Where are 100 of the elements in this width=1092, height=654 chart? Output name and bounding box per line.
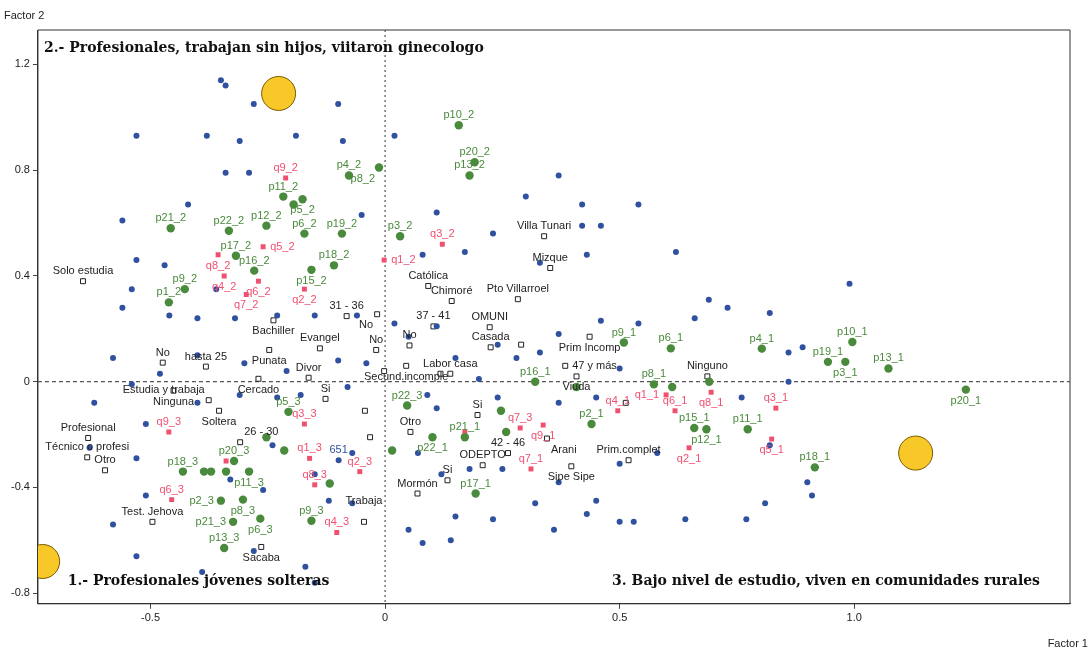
annotation: q4_1 — [605, 393, 631, 406]
annotation: p9_2 — [172, 272, 198, 285]
point — [374, 311, 381, 318]
y-axis-title: Factor 2 — [4, 9, 45, 22]
annotation: hasta 25 — [184, 349, 227, 362]
y-tick-label: -0.8 — [10, 586, 30, 599]
annotation: Soltera — [201, 414, 238, 427]
point — [486, 324, 493, 331]
point — [216, 407, 223, 414]
point — [334, 529, 340, 535]
annotation: Bachiller — [252, 324, 295, 337]
annotation: q3_1 — [763, 391, 789, 404]
x-tick-label: 0.5 — [612, 611, 628, 624]
annotation: p3_2 — [387, 219, 413, 232]
annotation: p10_1 — [837, 325, 868, 338]
point — [448, 298, 455, 305]
annotation: q1_1 — [634, 387, 660, 400]
point — [343, 313, 350, 320]
annotation: Mizque — [532, 251, 568, 264]
annotation: Test. Jehova — [121, 504, 185, 517]
annotation: ODEPTO — [459, 448, 507, 461]
annotation: q5_1 — [759, 443, 784, 456]
y-tick-label: 1.2 — [14, 57, 30, 70]
annotation: p8_3 — [230, 503, 256, 516]
point — [541, 233, 548, 240]
point — [255, 278, 261, 284]
annotation: Profesional — [60, 421, 116, 434]
annotation: Evangel — [300, 331, 340, 344]
annotation: p22_1 — [417, 441, 448, 454]
annotation: q7_3 — [507, 410, 533, 423]
annotation: Si — [442, 463, 453, 476]
annotation: Prim Incomp — [558, 340, 621, 353]
point — [403, 362, 410, 369]
annotation: q1_2 — [391, 253, 416, 266]
annotation: p13_1 — [873, 351, 904, 364]
annotation: p21_2 — [155, 211, 187, 224]
annotation: Sipe Sipe — [547, 470, 595, 483]
point — [686, 445, 692, 451]
annotation: q6_3 — [159, 482, 184, 495]
point — [270, 317, 277, 324]
annotation: p22_3 — [391, 388, 423, 401]
point — [159, 359, 166, 366]
point — [479, 462, 486, 469]
annotation: p11_3 — [234, 475, 264, 488]
annotation: q4_3 — [324, 515, 350, 528]
annotation: q2_3 — [347, 454, 373, 467]
annotation: Si — [320, 381, 331, 394]
point — [283, 175, 289, 181]
annotation: p8_1 — [641, 367, 667, 380]
annotation: p13_3 — [208, 531, 240, 544]
point — [169, 497, 175, 503]
annotation: 37 - 41 — [416, 309, 451, 322]
annotation: p2_1 — [579, 407, 604, 420]
annotation: Otro — [399, 414, 422, 427]
annotation: Otro — [94, 453, 116, 466]
annotation: p11_1 — [732, 412, 763, 425]
annotation: p20_3 — [218, 444, 250, 457]
annotation: q4_2 — [211, 279, 237, 292]
annotation: Chimoré — [430, 284, 473, 297]
point — [708, 389, 714, 395]
point — [517, 425, 523, 431]
point — [407, 428, 414, 435]
point — [514, 296, 521, 303]
annotation: 2.- Profesionales, trabajan sin hijos, viitaron ginecologo — [43, 38, 484, 55]
point — [202, 363, 209, 370]
point — [540, 422, 546, 428]
annotation: q3_3 — [292, 407, 317, 420]
annotation: p6_2 — [292, 216, 317, 229]
point — [568, 463, 575, 470]
annotation: Casada — [471, 330, 511, 343]
annotation: q6_1 — [662, 393, 688, 406]
annotation: 47 y más — [572, 358, 618, 371]
annotation: Prim.complet — [596, 443, 661, 456]
annotation: p3_1 — [833, 365, 858, 378]
annotation: p17_2 — [220, 238, 252, 251]
point — [102, 467, 109, 474]
point — [361, 518, 367, 525]
point — [305, 374, 312, 381]
annotation: Arani — [550, 442, 577, 455]
annotation: 651 — [329, 443, 348, 456]
point — [361, 407, 368, 414]
point — [149, 518, 156, 525]
point — [205, 397, 212, 404]
annotation: Si — [472, 398, 483, 411]
point — [373, 346, 380, 353]
annotation: p20_2 — [459, 145, 490, 158]
annotation: 3. Bajo nivel de estudio, viven en comunidades rurales — [612, 572, 1041, 589]
annotation: q9_2 — [273, 161, 298, 174]
annotation: Mormón — [397, 476, 438, 489]
point — [406, 342, 413, 349]
point — [547, 265, 554, 271]
point — [381, 257, 387, 263]
annotation: p1_2 — [156, 285, 182, 298]
point — [586, 333, 593, 340]
annotation: q8_2 — [205, 258, 231, 271]
point — [316, 345, 323, 352]
y-tick-label: 0 — [23, 374, 30, 387]
annotation: q2_2 — [292, 293, 317, 306]
annotation: q7_2 — [234, 298, 259, 311]
annotation: p15_2 — [296, 273, 327, 286]
